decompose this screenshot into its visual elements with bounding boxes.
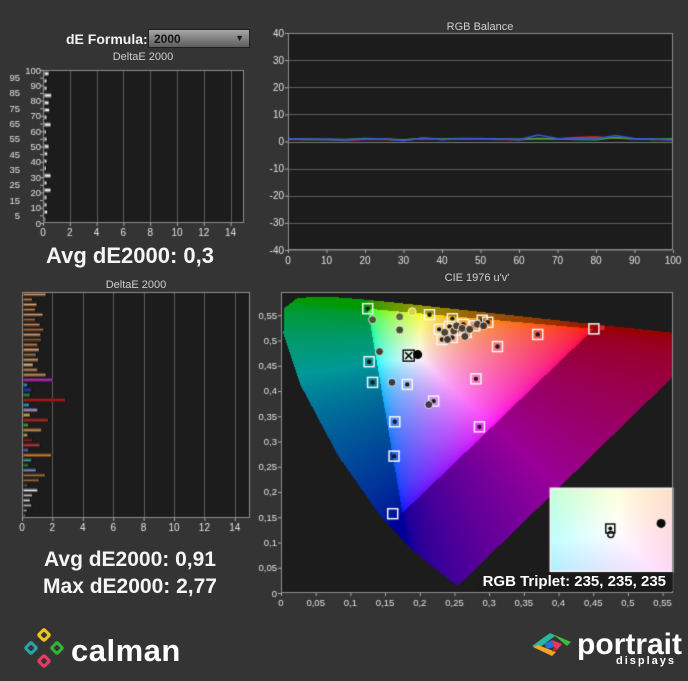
grayscale-deltae-chart	[0, 62, 258, 244]
colorchecker-deltae-chart	[0, 290, 258, 538]
portrait-displays-logo: portrait	[530, 628, 682, 667]
calman-logo-icon	[24, 628, 64, 673]
cie-diagram-chart	[256, 285, 688, 615]
portrait-logo-icon	[530, 628, 572, 667]
grayscale-avg-value: Avg dE2000: 0,3	[46, 243, 214, 268]
portrait-logo-text: portrait	[577, 628, 682, 661]
de-formula-dropdown[interactable]: 2000 ▼	[148, 29, 250, 48]
portrait-logo-subtext: displays	[615, 655, 676, 667]
de-formula-value: 2000	[154, 31, 181, 46]
calman-logo-text: calman	[71, 632, 181, 668]
colorchecker-deltae-title: DeltaE 2000	[105, 279, 167, 291]
rgb-triplet-readout: RGB Triplet: 235, 235, 235	[475, 572, 673, 591]
chevron-down-icon: ▼	[235, 33, 244, 43]
rgb-balance-chart	[260, 15, 688, 267]
grayscale-deltae-title: DeltaE 2000	[112, 51, 174, 63]
colorchecker-max-value: Max dE2000: 2,77	[43, 575, 217, 598]
colorchecker-avg-value: Avg dE2000: 0,91	[44, 548, 216, 571]
cie-diagram-title: CIE 1976 u'v'	[444, 272, 510, 284]
calman-logo: calman	[24, 628, 181, 673]
de-formula-label: dE Formula:	[66, 31, 148, 47]
